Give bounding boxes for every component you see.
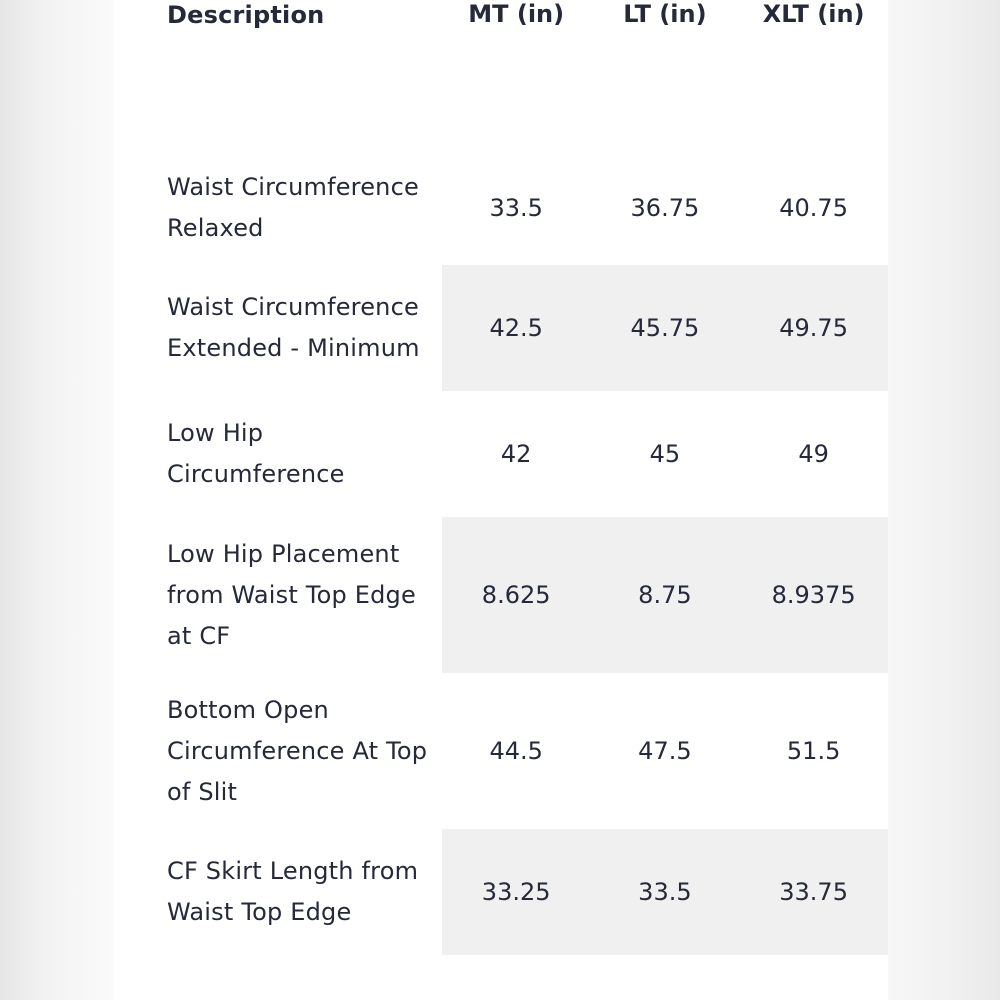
column-header-xlt: XLT (in): [762, 0, 865, 28]
row-description: Low Hip Circumference: [167, 419, 345, 488]
background-margin-right: [888, 0, 1000, 1000]
cell-lt: 45.75: [590, 265, 740, 391]
row-description: CF Skirt Length from Waist Top Edge: [167, 857, 419, 926]
table-row: Waist Circumference Extended - Minimum 4…: [113, 265, 888, 391]
cell-mt: 33.5: [489, 193, 543, 222]
table-row: CF Skirt Length from Waist Top Edge 33.2…: [113, 829, 888, 955]
cell-xlt: 49: [798, 440, 829, 468]
size-chart-panel: Description MT (in) LT (in) XLT (in) Wai…: [113, 0, 888, 1000]
table-row: Low Hip Circumference 42 45 49: [113, 391, 888, 517]
cell-xlt: 51.5: [786, 737, 841, 765]
cell-mt: 44.5: [489, 737, 543, 765]
cell-mt: 33.25: [441, 829, 591, 955]
table-row: Bottom Open Circumference At Top of Slit…: [113, 673, 888, 829]
cell-lt: 45: [649, 440, 681, 468]
row-description: Waist Circumference Relaxed: [167, 172, 419, 242]
cell-lt: 36.75: [630, 193, 700, 222]
row-description: Low Hip Placement from Waist Top Edge at…: [167, 539, 416, 650]
row-description: Waist Circumference Extended - Minimum: [167, 293, 420, 362]
cell-mt: 8.625: [441, 517, 591, 673]
column-header-description: Description: [167, 1, 325, 29]
cell-xlt: 49.75: [739, 265, 888, 391]
cell-xlt: 8.9375: [739, 517, 888, 673]
cell-xlt: 33.75: [739, 829, 888, 955]
row-description: Bottom Open Circumference At Top of Slit: [167, 695, 428, 806]
table-row: Waist Circumference Relaxed 33.5 36.75 4…: [113, 150, 888, 265]
table-header-row: Description MT (in) LT (in) XLT (in): [113, 0, 888, 150]
size-chart-table: Description MT (in) LT (in) XLT (in) Wai…: [113, 0, 888, 955]
cell-lt: 33.5: [590, 829, 740, 955]
column-header-lt: LT (in): [623, 0, 707, 28]
column-header-mt: MT (in): [468, 0, 565, 28]
cell-mt: 42: [500, 440, 532, 468]
cell-mt: 42.5: [441, 265, 591, 391]
cell-lt: 47.5: [638, 737, 692, 765]
cell-xlt: 40.75: [779, 193, 848, 222]
cell-lt: 8.75: [590, 517, 740, 673]
table-row: Low Hip Placement from Waist Top Edge at…: [113, 517, 888, 673]
